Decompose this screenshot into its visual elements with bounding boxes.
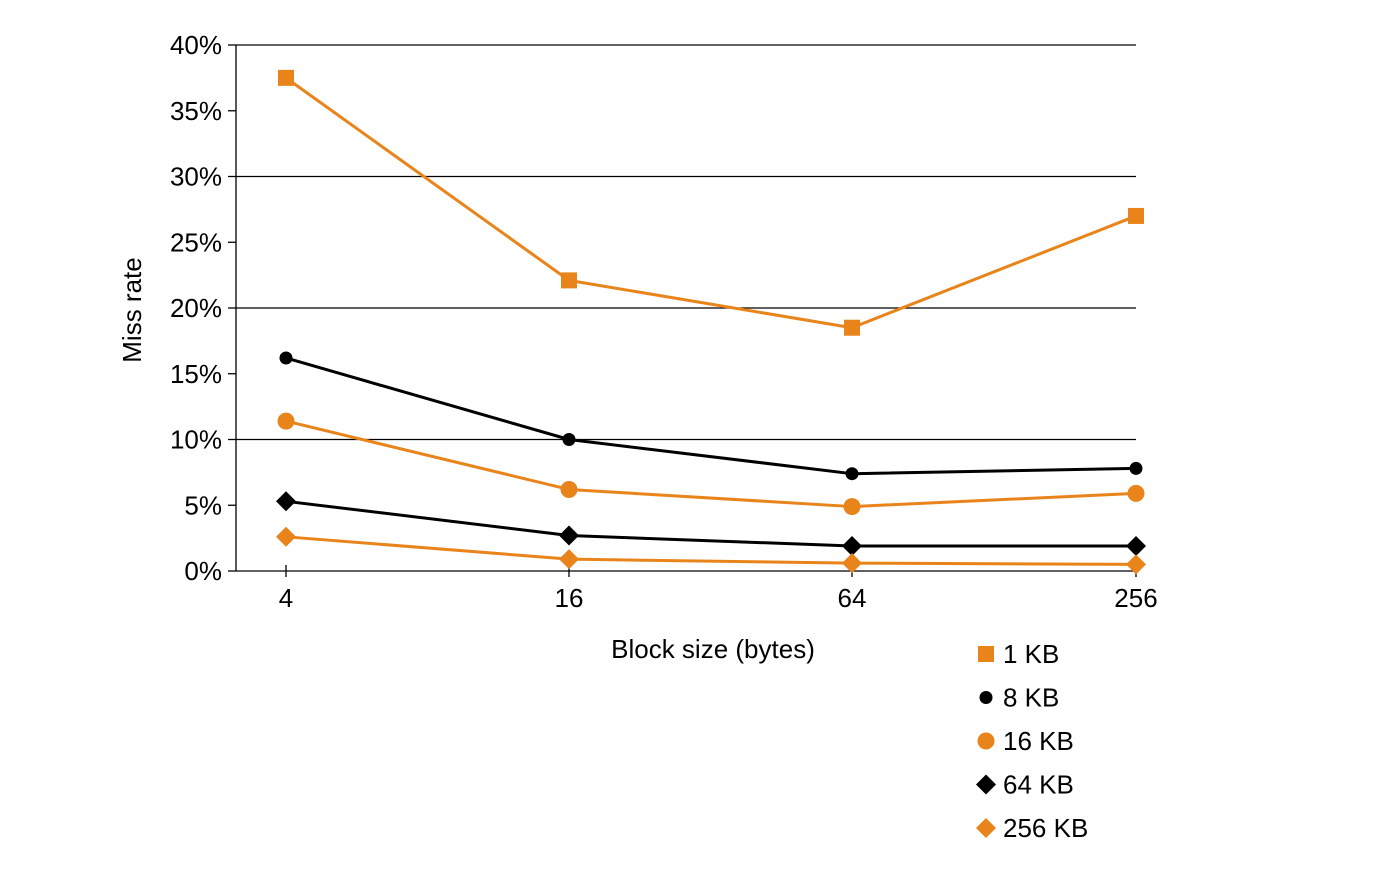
series (279, 351, 1143, 481)
x-tick-label: 256 (1114, 583, 1157, 613)
data-point-marker (278, 69, 294, 86)
legend-label: 8 KB (1003, 683, 1059, 713)
y-tick-label: 40% (170, 30, 222, 60)
series-line (285, 76, 1137, 330)
series-line (285, 356, 1137, 476)
series (276, 491, 1146, 557)
data-point-marker (845, 467, 859, 481)
series (277, 412, 1145, 516)
legend-marker (976, 818, 996, 838)
legend-item: 256 KB (976, 813, 1088, 843)
data-point-marker (843, 498, 861, 516)
data-point-marker (559, 549, 579, 570)
legend: 1 KB 8 KB 16 KB 64 KB 256 KB (976, 639, 1088, 843)
series (276, 526, 1146, 575)
legend-label: 1 KB (1003, 639, 1059, 669)
y-tick-label: 30% (170, 162, 222, 192)
legend-label: 64 KB (1003, 770, 1074, 800)
data-point-marker (276, 526, 296, 547)
data-point-marker (277, 412, 295, 430)
legend-label: 16 KB (1003, 726, 1074, 756)
legend-marker (977, 732, 995, 750)
axis-labels: Miss rate Block size (bytes) (117, 257, 815, 664)
legend-item: 8 KB (979, 683, 1059, 713)
y-tick-label: 5% (184, 490, 222, 520)
x-tick-label: 64 (838, 583, 867, 613)
legend-marker (979, 691, 993, 704)
data-point-marker (562, 433, 576, 446)
legend-label: 256 KB (1003, 813, 1088, 843)
legend-item: 64 KB (976, 770, 1074, 800)
data-point-marker (561, 272, 577, 289)
y-tick-label: 20% (170, 293, 222, 323)
series-line (285, 499, 1136, 548)
y-axis-title: Miss rate (117, 257, 147, 362)
data-point-marker (1126, 554, 1146, 575)
data-point-marker (842, 536, 862, 557)
gridlines (236, 44, 1136, 441)
series (278, 69, 1144, 336)
data-point-marker (559, 525, 579, 546)
series-line (285, 419, 1137, 509)
data-point-marker (276, 491, 296, 512)
y-tick-label: 15% (170, 359, 222, 389)
legend-marker (978, 646, 994, 662)
data-point-marker (1126, 536, 1146, 557)
data-point-marker (844, 319, 860, 336)
data-point-marker (279, 351, 293, 365)
legend-marker (976, 774, 996, 795)
data-point-marker (1128, 207, 1144, 224)
x-tick-label: 4 (279, 583, 293, 613)
data-point-marker (842, 553, 862, 574)
axes: 0% 5% 10% 15% 20% 25% 30% 35% 40% 4 16 64 256 (170, 30, 1158, 613)
y-tick-label: 0% (184, 556, 222, 586)
legend-item: 16 KB (977, 726, 1074, 756)
y-tick-label: 25% (170, 227, 222, 257)
data-point-marker (560, 480, 578, 498)
x-axis-title: Block size (bytes) (611, 634, 815, 664)
series-group (276, 69, 1146, 575)
x-tick-label: 16 (555, 583, 584, 613)
y-tick-label: 10% (170, 425, 222, 455)
series-line (285, 535, 1137, 566)
legend-item: 1 KB (978, 639, 1059, 669)
data-point-marker (1129, 461, 1143, 475)
data-point-marker (1127, 484, 1145, 502)
y-tick-label: 35% (170, 96, 222, 126)
